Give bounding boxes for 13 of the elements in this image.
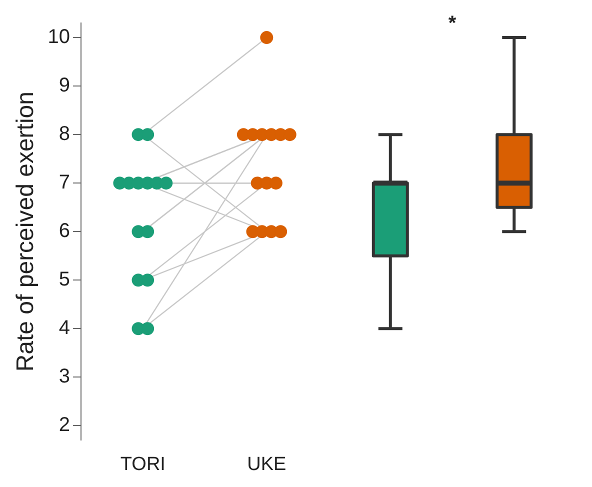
y-tick-label: 4: [58, 317, 70, 340]
y-axis-title: Rate of perceived exertion: [12, 92, 40, 372]
y-tick-label: 9: [58, 74, 70, 97]
y-tick-label: 3: [58, 366, 70, 388]
y-tick-label: 6: [58, 220, 70, 242]
y-tick-label: 10: [48, 26, 70, 48]
x-tick-label: TORI: [120, 454, 166, 475]
y-tick-label: 2: [58, 414, 70, 436]
annotation: *: [448, 12, 456, 35]
y-tick-label: 5: [58, 268, 70, 291]
y-tick-label: 8: [58, 123, 70, 146]
y-tick-label: 7: [58, 172, 70, 194]
x-tick-label: UKE: [247, 454, 286, 475]
